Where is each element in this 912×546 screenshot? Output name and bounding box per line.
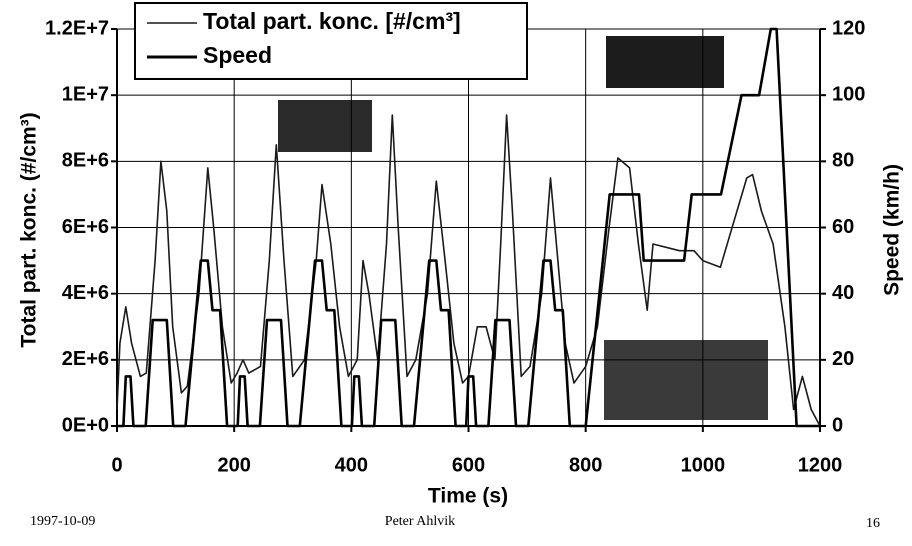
inset-photo: [278, 100, 372, 152]
footer-date: 1997-10-09: [30, 514, 95, 529]
y-axis-title: Total part. konc. (#/cm³): [18, 112, 41, 347]
inset-photo: [606, 36, 724, 88]
y2-tick-label: 80: [832, 150, 854, 172]
y2-tick-label: 100: [832, 83, 865, 105]
legend-box: [134, 2, 528, 80]
y-tick-label: 2E+6: [62, 348, 109, 370]
y-tick-label: 8E+6: [62, 150, 109, 172]
x-tick-label: 1000: [681, 454, 726, 476]
legend-label: Total part. konc. [#/cm³]: [203, 8, 461, 34]
footer-page: 16: [866, 516, 880, 531]
y2-tick-label: 60: [832, 216, 854, 238]
inset-photo: [604, 340, 768, 420]
x-tick-label: 400: [335, 454, 368, 476]
y-tick-label: 1E+7: [62, 83, 109, 105]
x-tick-label: 800: [569, 454, 602, 476]
y-tick-label: 6E+6: [62, 216, 109, 238]
y2-axis-title: Speed (km/h): [881, 164, 904, 296]
legend-label: Speed: [203, 42, 272, 68]
x-tick-label: 1200: [798, 454, 843, 476]
data-line: [116, 114, 821, 427]
y2-tick-label: 0: [832, 414, 843, 436]
x-axis-title: Time (s): [428, 485, 508, 508]
y-tick-label: 1.2E+7: [45, 17, 109, 39]
data-line: [117, 27, 820, 428]
x-tick-label: 200: [217, 454, 250, 476]
y2-tick-label: 40: [832, 282, 854, 304]
y2-tick-label: 120: [832, 17, 865, 39]
x-tick-label: 0: [111, 454, 122, 476]
footer-author: Peter Ahlvik: [385, 514, 455, 529]
y-tick-label: 0E+0: [62, 414, 109, 436]
x-tick-label: 600: [452, 454, 485, 476]
y2-tick-label: 20: [832, 348, 854, 370]
y-tick-label: 4E+6: [62, 282, 109, 304]
